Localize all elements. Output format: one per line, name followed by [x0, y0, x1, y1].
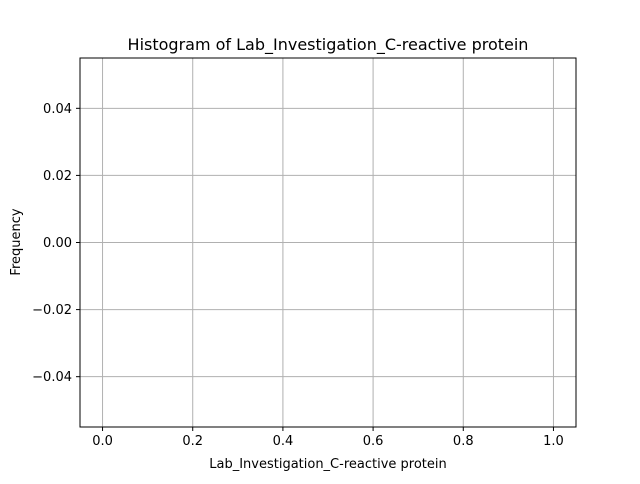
y-tick-label: 0.02 [43, 169, 72, 184]
x-tick-label: 0.6 [363, 434, 384, 449]
y-tick-label: −0.02 [32, 303, 72, 318]
y-axis-label: Frequency [9, 208, 24, 275]
x-axis-ticks: 0.0 0.2 0.4 0.6 0.8 1.0 [92, 427, 564, 449]
y-tick-label: 0.00 [43, 236, 72, 251]
x-tick-label: 0.8 [453, 434, 474, 449]
x-axis-label: Lab_Investigation_C-reactive protein [209, 457, 447, 472]
x-tick-label: 0.4 [273, 434, 294, 449]
x-tick-label: 1.0 [543, 434, 564, 449]
x-tick-label: 0.2 [182, 434, 203, 449]
chart-title: Histogram of Lab_Investigation_C-reactiv… [128, 35, 529, 55]
y-tick-label: −0.04 [32, 370, 72, 385]
y-axis-ticks: 0.04 0.02 0.00 −0.02 −0.04 [32, 102, 80, 385]
grid-lines [80, 58, 576, 427]
x-tick-label: 0.0 [92, 434, 113, 449]
y-tick-label: 0.04 [43, 102, 72, 117]
